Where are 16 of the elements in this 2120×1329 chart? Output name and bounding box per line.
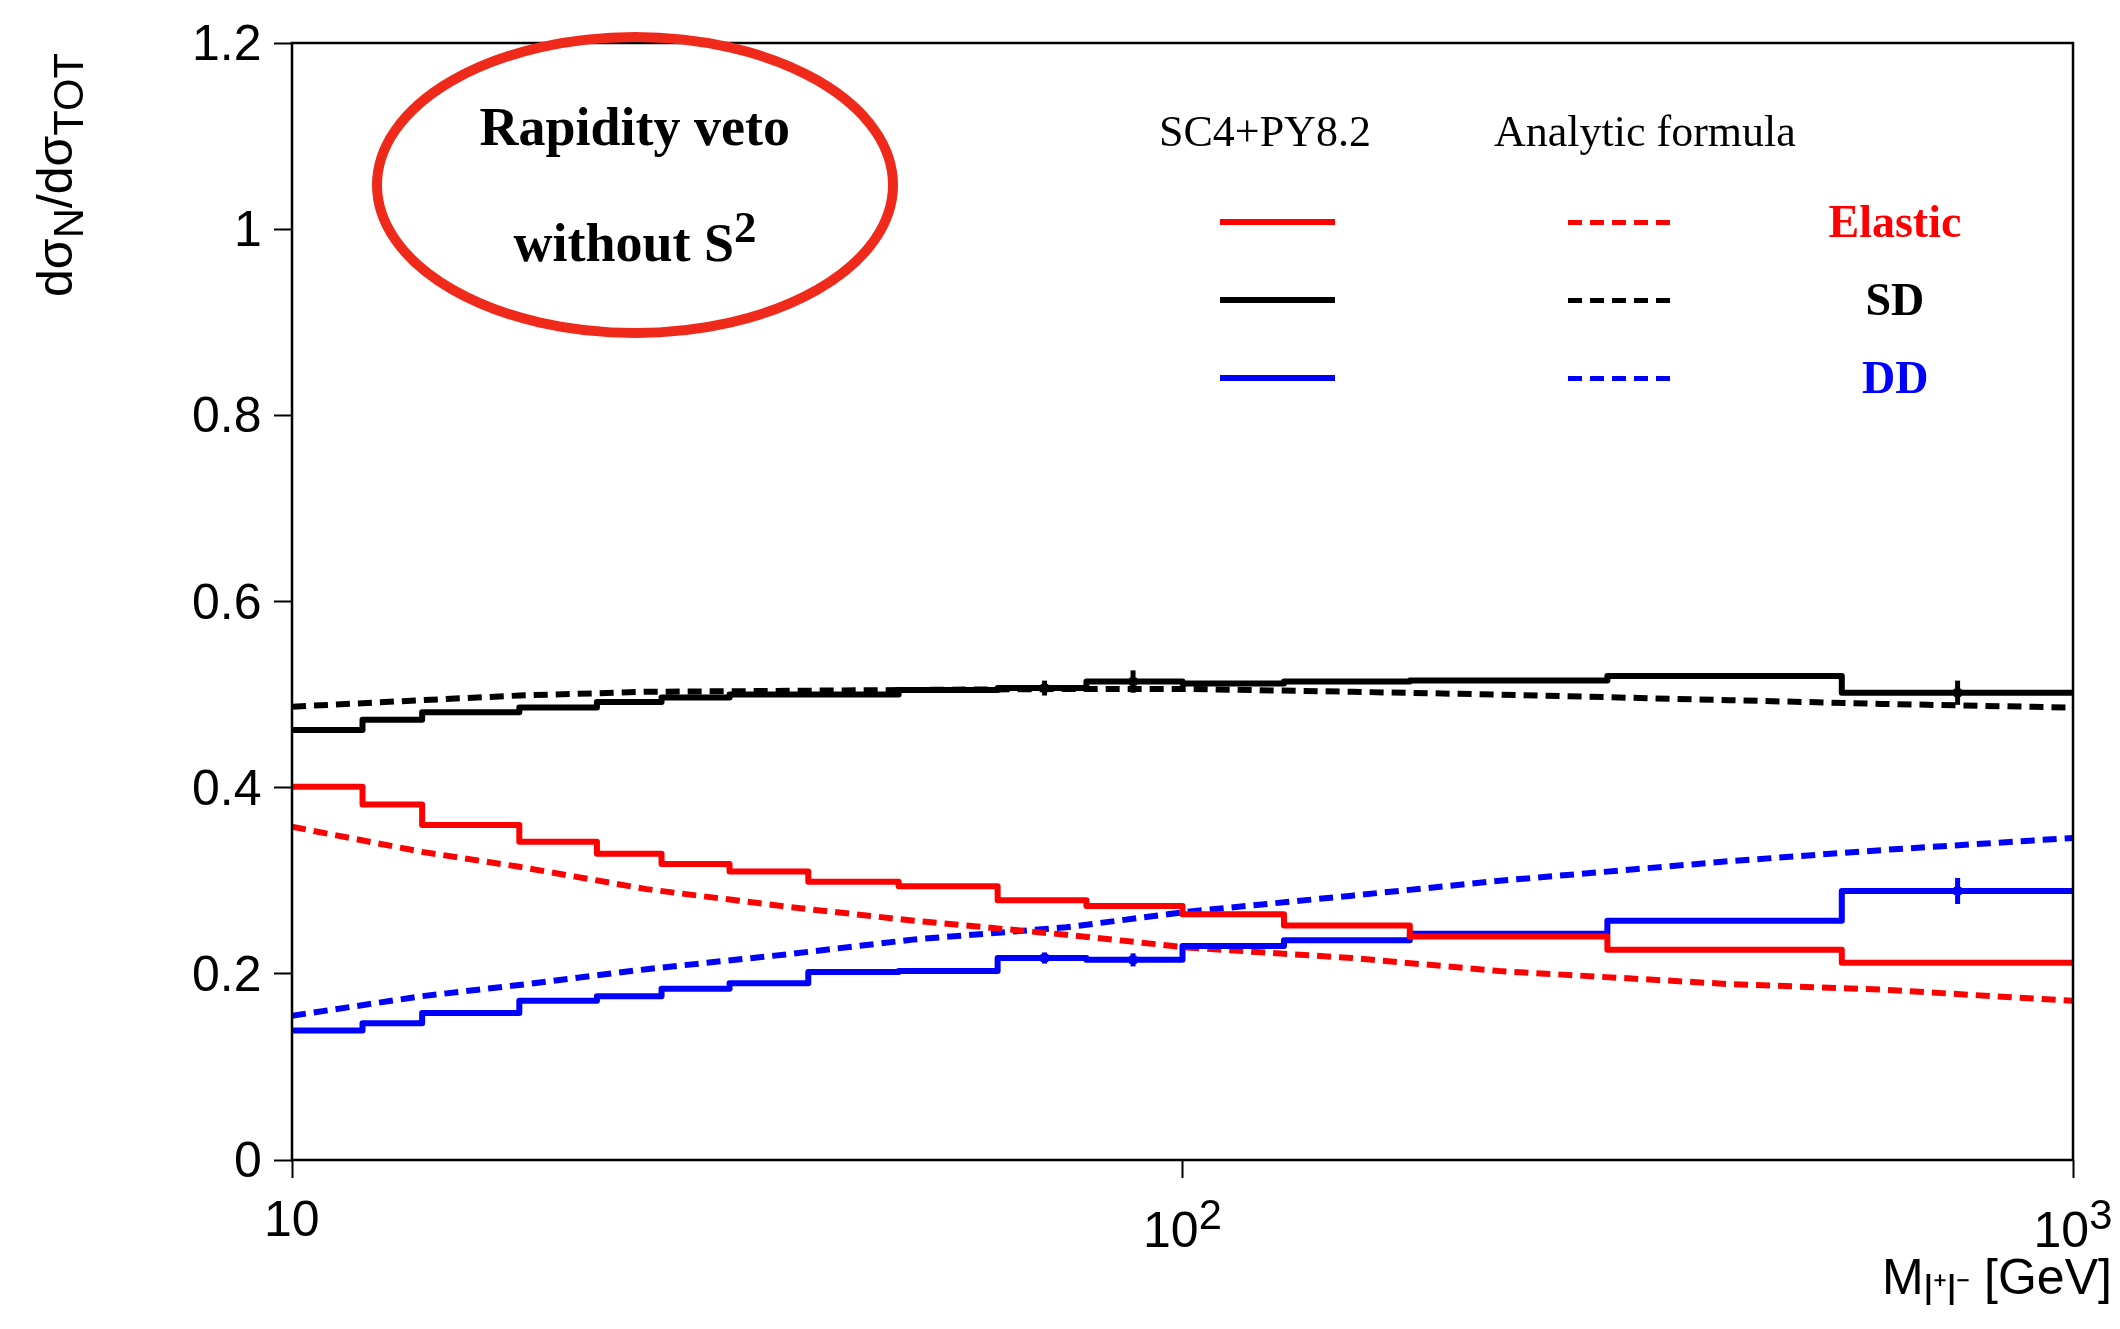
y-tick-label: 0 (234, 1132, 262, 1188)
x-tick-label: 10$^{2}$ (1143, 1191, 1222, 1258)
annotation: Rapidity veto (479, 97, 790, 157)
text: SD (1865, 274, 1925, 325)
annotation: SC4+PY8.2 (1159, 107, 1371, 156)
text: Elastic (1828, 196, 1962, 247)
text: DD (1862, 352, 1929, 403)
y-tick-label: 1 (234, 201, 262, 258)
annotation: without S$^{2}$ (513, 202, 757, 273)
y-tick-label: 0.8 (192, 387, 262, 444)
y-tick-label: 0.2 (192, 945, 262, 1002)
x-tick-label: 10 (264, 1191, 320, 1247)
y-tick-label: 1.2 (192, 15, 262, 71)
y-tick-label: 0.4 (192, 759, 262, 816)
y-tick-label: 0.6 (192, 573, 262, 630)
annotation: Analytic formula (1494, 107, 1796, 156)
